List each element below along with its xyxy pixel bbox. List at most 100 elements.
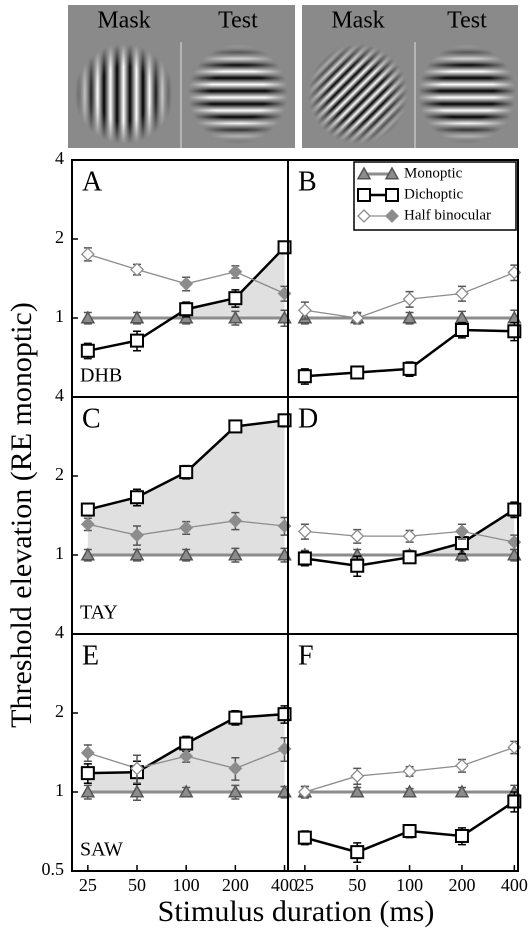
panel-label: F [298,640,314,671]
marker [179,749,194,764]
legend-label: Monoptic [404,165,463,181]
marker [297,303,312,318]
marker [228,264,243,279]
x-tick-label: 25 [79,875,97,895]
observer-label: TAY [80,602,118,624]
marker [130,490,145,505]
marker [297,785,312,799]
marker [350,558,365,573]
marker [179,276,194,291]
y-tick-label: 4 [55,385,64,405]
y-tick-label: 1 [55,306,64,326]
marker [80,502,95,517]
panel-label: E [82,640,99,671]
observer-label: DHB [80,365,122,387]
marker [350,769,365,783]
y-tick-label: 1 [55,780,64,800]
marker [402,764,417,779]
y-tick-label: 4 [55,622,64,642]
marker [350,845,365,860]
marker [80,343,95,358]
panel: B Monoptic Dichoptic Half binocular [287,159,522,398]
y-tick-label: 0.5 [42,859,65,879]
marker [228,547,243,561]
marker [402,824,417,839]
panel-label: B [298,166,317,197]
marker [80,310,96,324]
marker [385,188,399,202]
marker [349,784,365,798]
marker [80,766,95,781]
x-axis-label: Stimulus duration (ms) [158,895,435,928]
marker [228,710,243,725]
marker [402,529,417,544]
y-tick-label: 2 [55,464,64,484]
x-tick-label: 200 [222,875,249,895]
marker [178,547,194,561]
panel-label: A [82,166,103,197]
marker [228,310,243,324]
marker [297,369,312,384]
marker [228,784,243,798]
marker [385,209,399,223]
x-tick-label: 200 [448,875,475,895]
panel: 1 2 4A DHB [55,148,292,398]
image-label: Mask [331,8,384,34]
marker [357,188,371,202]
marker [350,529,365,544]
panel: 25 50 100 200 400 F [287,633,528,895]
marker [455,286,469,301]
marker [357,209,371,223]
x-tick-label: 50 [128,875,146,895]
x-tick-label: 400 [501,875,528,895]
marker [130,528,144,543]
panel-frame [287,633,519,872]
marker [297,830,312,845]
x-tick-label: 25 [296,875,314,895]
y-tick-label: 2 [55,227,64,247]
marker [228,419,243,434]
marker [80,745,95,760]
marker [454,784,470,798]
marker [179,465,194,480]
marker [454,323,469,338]
panel-label: C [82,403,101,434]
marker [80,784,96,798]
marker [297,524,312,539]
marker [80,517,95,532]
marker [130,333,145,348]
y-tick-label: 2 [55,701,64,721]
marker [178,784,194,798]
legend-label: Dichoptic [404,186,463,202]
marker [129,784,145,798]
marker [455,524,469,539]
panel: 0.5 1 2 4 25 50 100 200 400 E SAW [42,622,299,895]
marker [130,262,144,277]
marker [350,311,365,325]
marker [384,166,400,180]
marker [129,310,145,324]
marker [455,758,469,773]
panel: D [287,396,522,635]
marker [130,761,144,776]
y-axis-label: Threshold elevation (RE monoptic) [5,302,38,728]
marker [179,520,194,535]
marker [402,310,417,324]
image-label: Mask [97,8,150,34]
panel-label: D [298,403,318,434]
marker [402,361,417,376]
stimulus-images: Mask Test Mask Test [68,5,518,148]
marker [402,784,417,798]
x-tick-label: 100 [396,875,423,895]
x-tick-label: 400 [271,875,298,895]
observer-label: SAW [80,839,123,861]
x-tick-label: 50 [348,875,366,895]
panel: 1 2 4C TAY [55,385,292,635]
marker [454,828,469,843]
marker [228,291,243,306]
marker [402,550,417,565]
legend-label: Half binocular [404,207,491,223]
marker [80,547,96,561]
marker [350,365,365,380]
